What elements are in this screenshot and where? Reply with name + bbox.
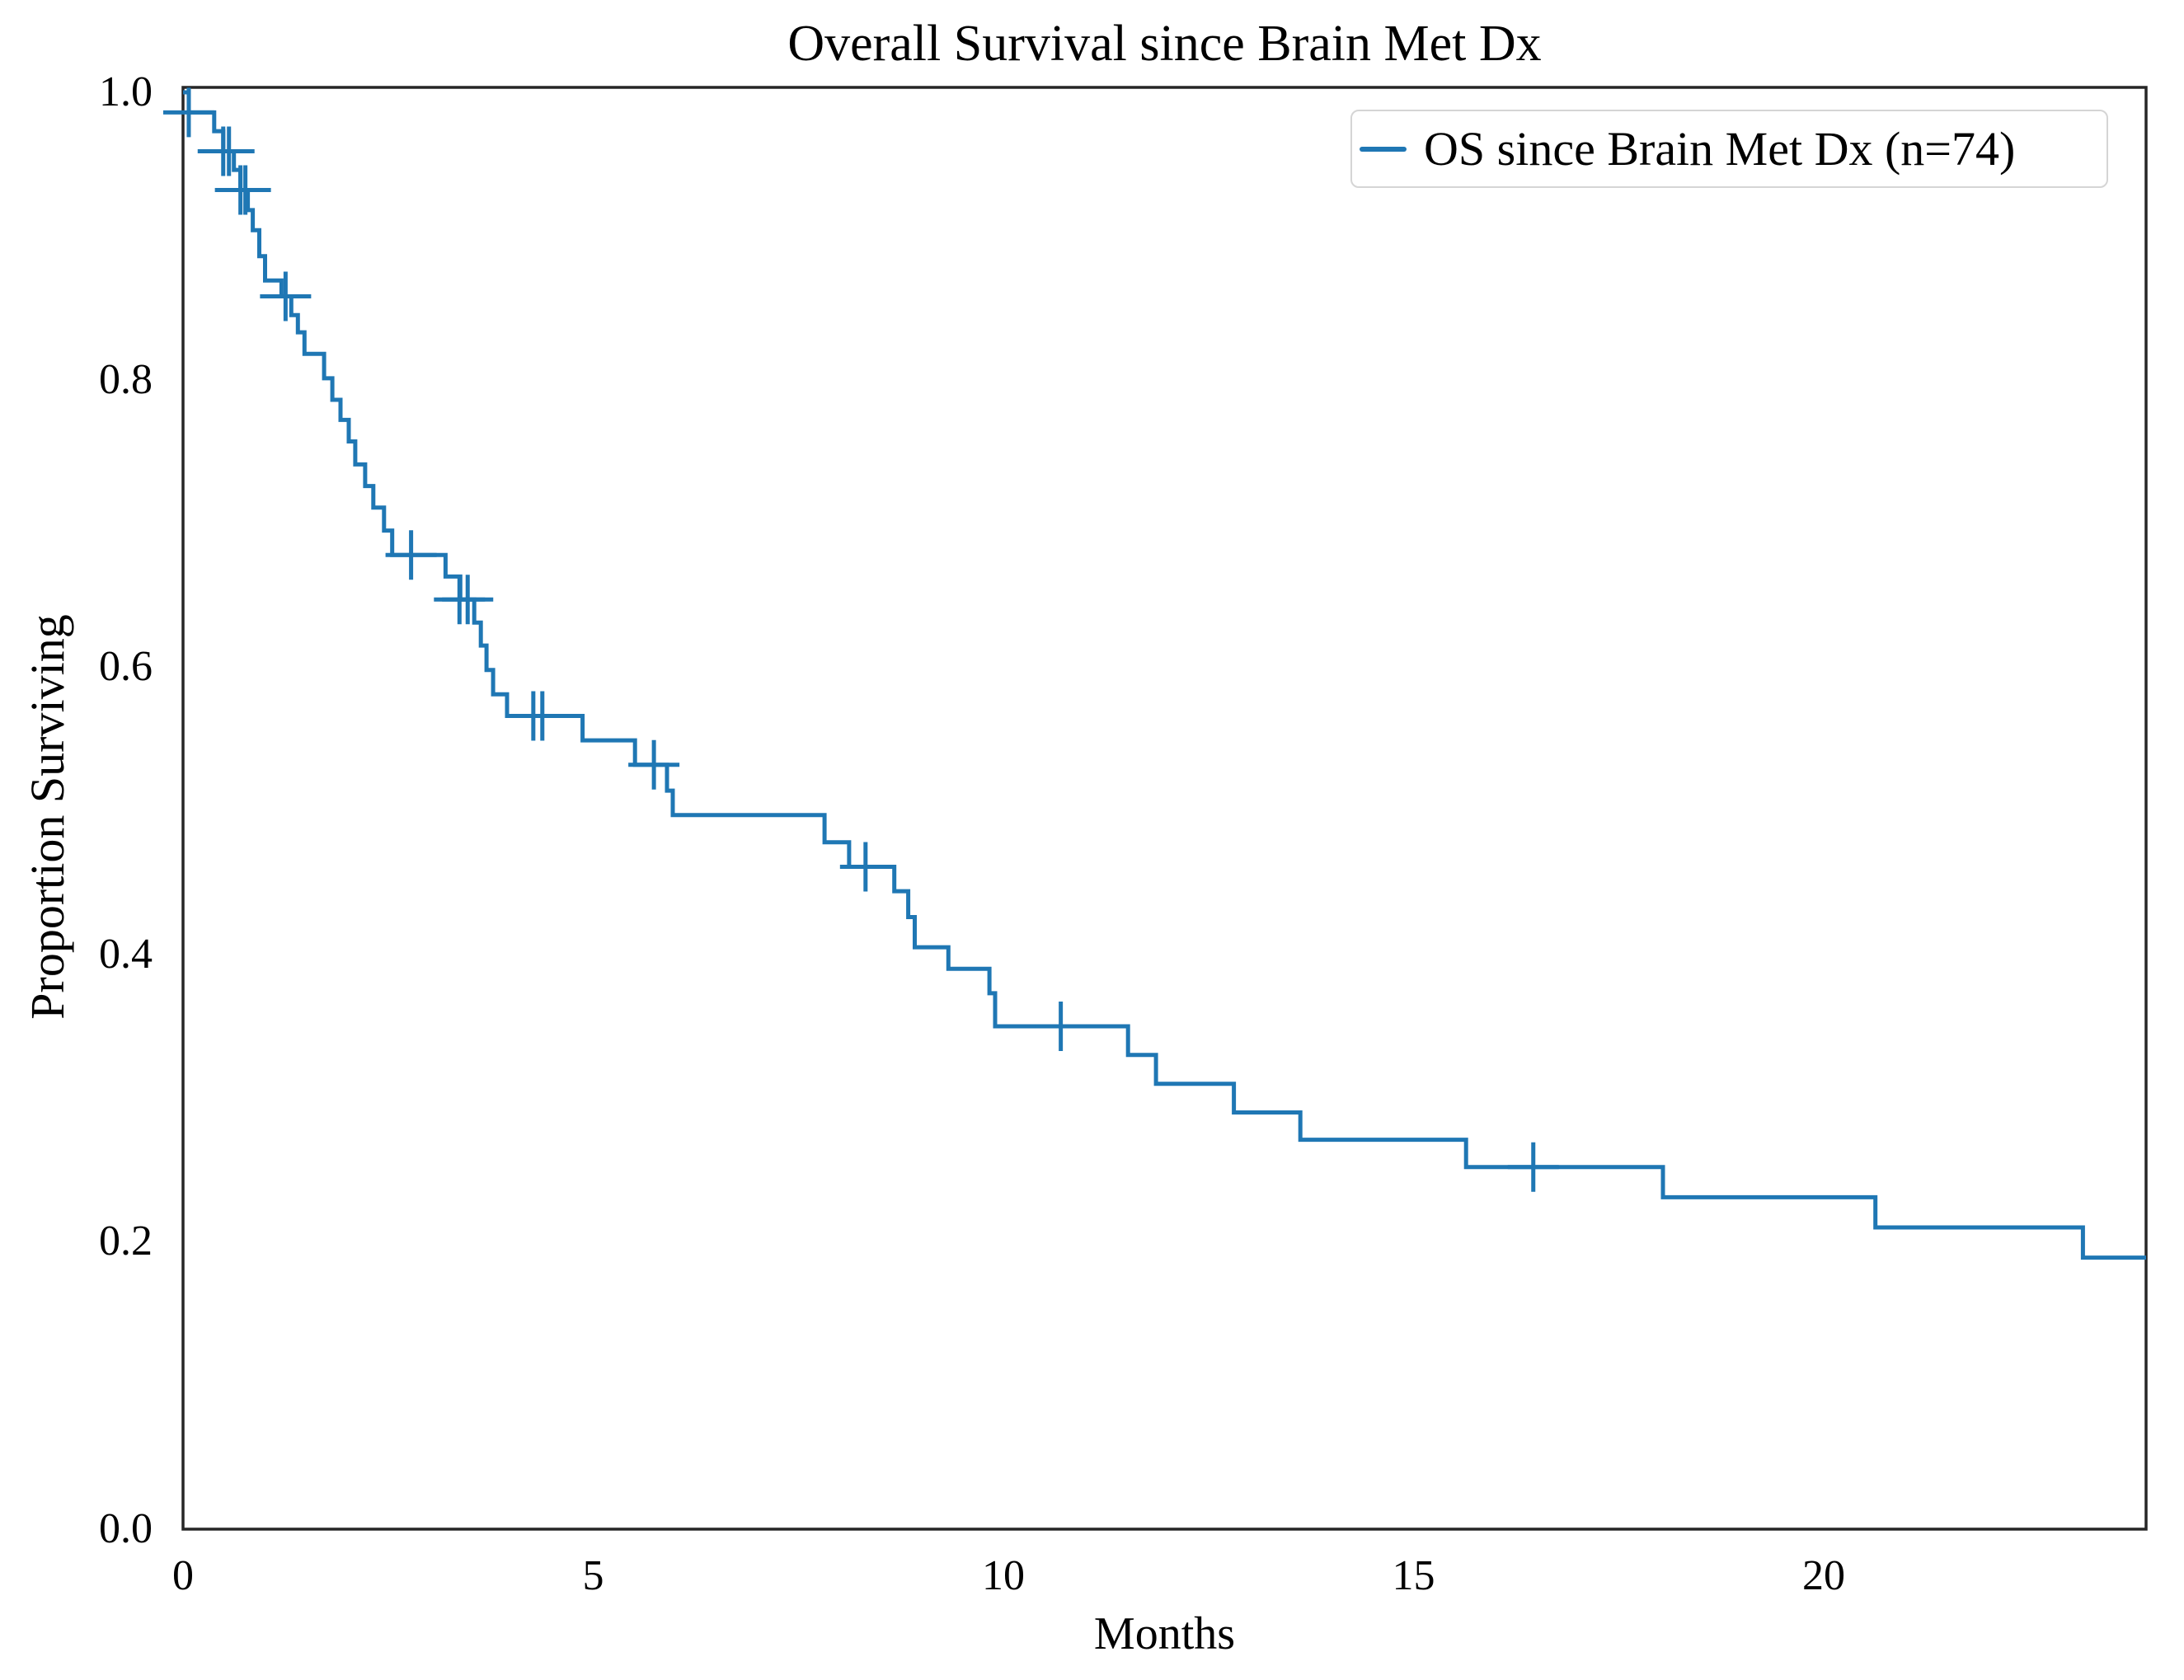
censor-marks bbox=[162, 87, 1559, 1192]
legend-label: OS since Brain Met Dx (n=74) bbox=[1424, 122, 2016, 176]
y-tick-label: 0.2 bbox=[99, 1218, 153, 1265]
x-axis-label: Months bbox=[1093, 1608, 1236, 1659]
y-axis-label: Proportion Surviving bbox=[21, 614, 74, 1020]
plot-frame bbox=[181, 86, 2148, 1531]
y-tick-label: 1.0 bbox=[99, 68, 153, 115]
x-tick-label: 10 bbox=[981, 1552, 1025, 1599]
x-tick-label: 15 bbox=[1392, 1552, 1435, 1599]
legend: OS since Brain Met Dx (n=74) bbox=[1350, 110, 2108, 188]
y-tick-label: 0.4 bbox=[99, 930, 153, 978]
x-tick-label: 0 bbox=[172, 1552, 194, 1599]
y-tick-label: 0.6 bbox=[99, 643, 153, 691]
chart-title: Overall Survival since Brain Met Dx bbox=[787, 16, 1542, 72]
legend-line-sample bbox=[1360, 146, 1407, 152]
x-tick-label: 20 bbox=[1801, 1552, 1845, 1599]
km-curve bbox=[183, 90, 2146, 1260]
y-tick-label: 0.0 bbox=[99, 1505, 153, 1552]
y-tick-label: 0.8 bbox=[99, 355, 153, 403]
x-tick-label: 5 bbox=[582, 1552, 604, 1599]
